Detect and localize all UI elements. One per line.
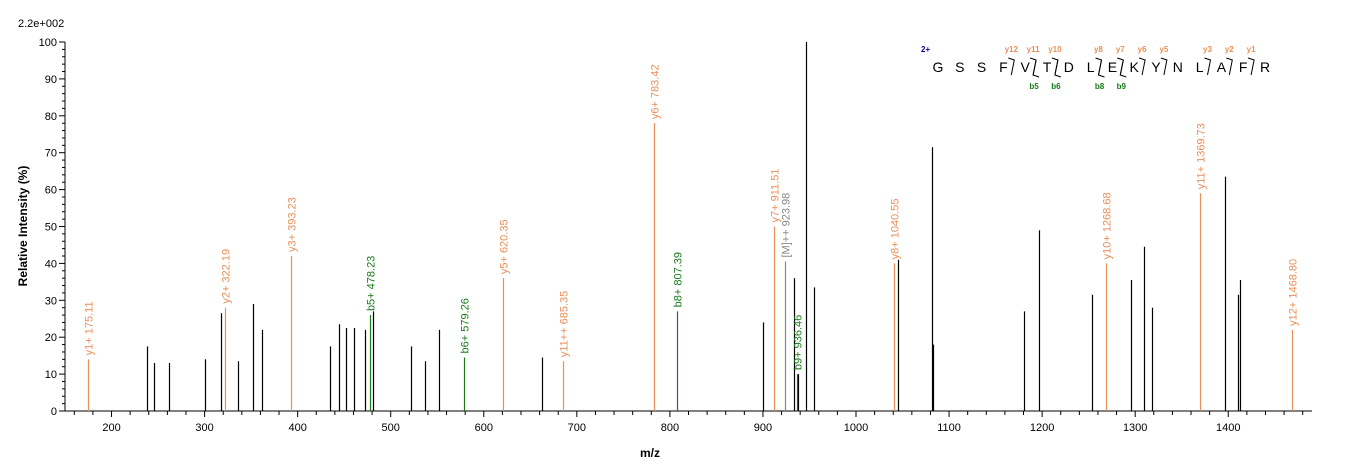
y-tick-label: 80 <box>45 111 57 123</box>
b-cleavage-mark <box>1097 59 1105 78</box>
sequence-residue: L <box>1196 59 1204 75</box>
sequence-residue: D <box>1064 59 1074 75</box>
b-ion-tag: b9 <box>1117 82 1127 91</box>
sequence-residue: R <box>1260 59 1270 75</box>
y-tick-label: 50 <box>45 222 57 234</box>
y-ion-tag: y2 <box>1225 45 1234 54</box>
x-tick-label: 700 <box>568 422 586 434</box>
y-tick-label: 100 <box>39 37 57 49</box>
peak-label: y12+ 1468.80 <box>1288 259 1300 326</box>
sequence-residue: A <box>1217 59 1227 75</box>
y-ion-tag: y1 <box>1247 45 1256 54</box>
y-tick-label: 90 <box>45 74 57 86</box>
x-tick-label: 800 <box>661 422 679 434</box>
sequence-residue: T <box>1043 59 1052 75</box>
b-cleavage-mark <box>1054 59 1062 78</box>
peak-label: y11+ 1369.73 <box>1196 123 1208 189</box>
y-tick-label: 40 <box>45 258 57 270</box>
sequence-residue: L <box>1087 59 1095 75</box>
b-ion-tag: b5 <box>1029 82 1039 91</box>
y-cleavage-mark <box>1247 57 1255 76</box>
x-tick-label: 200 <box>102 422 120 434</box>
peaks <box>87 42 1294 411</box>
peak-label: b6+ 579.26 <box>460 298 472 353</box>
y-ion-tag: y8 <box>1094 45 1103 54</box>
sequence-residue: F <box>999 59 1008 75</box>
y-cleavage-mark <box>1008 57 1015 76</box>
peak-labels: y1+ 175.11 y2+ 322.19 y3+ 393.23 b5+ 478.23… <box>84 64 1300 370</box>
y-ion-tag: y3 <box>1203 45 1212 54</box>
peak-label: y3+ 393.23 <box>287 197 299 252</box>
sequence-residue: S <box>977 59 986 75</box>
y-ion-tag: y10 <box>1048 45 1062 54</box>
y-ion-tag: y7 <box>1116 45 1125 54</box>
x-axis: 200 300 400 500 600 700 800 900 1000 1100 1200 1300… <box>65 410 1312 434</box>
peak-label: b5+ 478.23 <box>366 256 378 311</box>
x-tick-label: 600 <box>475 422 493 434</box>
sequence-residue: E <box>1108 59 1117 75</box>
y-ion-tag: y12 <box>1005 45 1019 54</box>
peak-label: y1+ 175.11 <box>84 301 96 355</box>
peak-label: y2+ 322.19 <box>221 249 233 304</box>
x-tick-label: 400 <box>288 422 306 434</box>
x-tick-label: 1200 <box>1030 422 1054 434</box>
y-axis-title: Relative Intensity (%) <box>16 166 30 287</box>
y-tick-label: 10 <box>45 369 57 381</box>
x-tick-label: 1100 <box>937 422 961 434</box>
y-ion-tag: y5 <box>1159 45 1168 54</box>
peak-label: y6+ 783.42 <box>650 64 662 119</box>
x-tick-label: 1300 <box>1123 422 1147 434</box>
sequence-residue: S <box>955 59 964 75</box>
x-tick-label: 900 <box>754 422 772 434</box>
b-cleavage-mark <box>1032 59 1040 78</box>
b-ion-tag: b6 <box>1051 82 1061 91</box>
y-ion-tag: y6 <box>1138 45 1147 54</box>
y-axis: 0 10 20 30 40 50 60 70 80 90 100 <box>39 37 66 418</box>
peak-label: y7+ 911.51 <box>770 169 782 223</box>
sequence-residue: N <box>1173 59 1183 75</box>
y-tick-label: 70 <box>45 148 57 160</box>
y-tick-label: 20 <box>45 332 57 344</box>
x-tick-label: 1400 <box>1216 422 1240 434</box>
x-tick-label: 1000 <box>844 422 868 434</box>
sequence-residue: K <box>1130 59 1140 75</box>
intensity-scale-label: 2.2e+002 <box>18 18 64 30</box>
y-cleavage-mark <box>1138 57 1146 76</box>
sequence-residue: Y <box>1151 59 1161 75</box>
x-axis-title: m/z <box>640 446 660 460</box>
peak-label: [M]++ 923.98 <box>781 193 793 258</box>
sequence-residue: G <box>933 59 944 75</box>
y-cleavage-mark <box>1226 57 1233 76</box>
y-ion-tag: y11 <box>1027 45 1040 54</box>
y-tick-label: 0 <box>51 406 57 418</box>
b-cleavage-mark <box>1119 59 1127 78</box>
x-tick-label: 300 <box>195 422 213 434</box>
sequence-residue: V <box>1021 59 1031 75</box>
b-ion-tag: b8 <box>1095 82 1105 91</box>
charge-state: 2+ <box>921 45 930 54</box>
x-tick-label: 500 <box>382 422 400 434</box>
peak-label: b9+ 936.46 <box>793 315 805 370</box>
peak-label: b8+ 807.39 <box>673 252 685 307</box>
y-tick-label: 60 <box>45 185 57 197</box>
y-cleavage-mark <box>1204 57 1212 76</box>
y-cleavage-mark <box>1160 57 1168 76</box>
peak-label: y8+ 1040.55 <box>890 199 902 260</box>
y-tick-label: 30 <box>45 295 57 307</box>
sequence-residue: F <box>1239 59 1248 75</box>
peak-label: y5+ 620.35 <box>499 219 511 274</box>
peak-label: y10+ 1268.68 <box>1102 192 1114 259</box>
peak-label: y11++ 685.35 <box>559 291 571 357</box>
